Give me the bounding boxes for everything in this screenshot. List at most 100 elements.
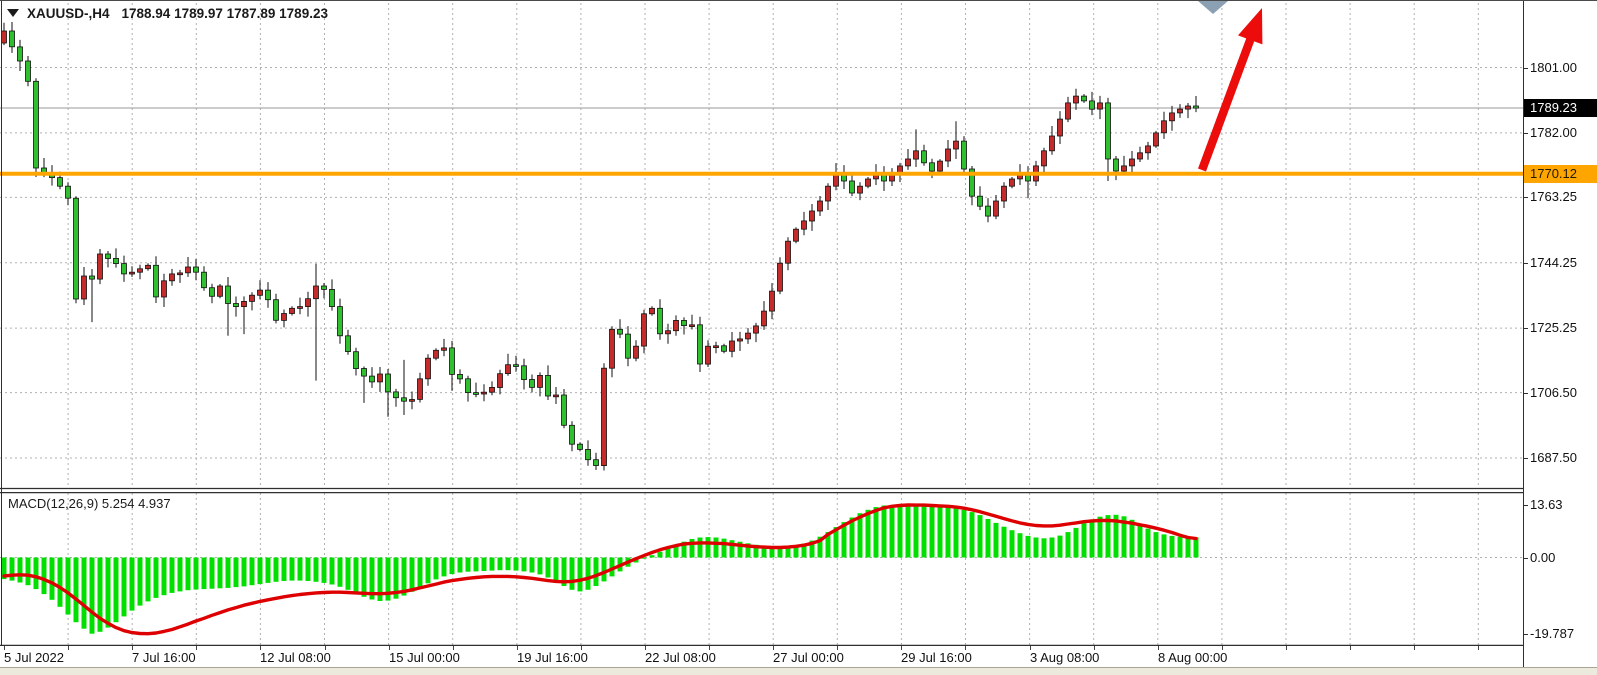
macd-histogram-bar <box>689 539 695 558</box>
macd-histogram-bar <box>1081 523 1087 558</box>
candle-body <box>345 335 351 352</box>
time-axis-tick <box>453 646 454 650</box>
candle-body <box>601 367 607 467</box>
price-tick-label: 1744.25 <box>1530 255 1577 270</box>
macd-histogram-bar <box>785 546 791 558</box>
candle-body <box>473 392 479 395</box>
macd-histogram-bar <box>161 557 167 596</box>
macd-histogram-bar <box>561 557 567 586</box>
time-axis-tick <box>773 646 774 650</box>
macd-histogram-bar <box>369 557 375 600</box>
candle-body <box>17 46 23 62</box>
time-axis-tick <box>1286 646 1287 650</box>
candle-body <box>1161 120 1167 134</box>
macd-histogram-bar <box>1121 516 1127 558</box>
candle-body <box>81 275 87 300</box>
macd-histogram-bar <box>137 557 143 606</box>
macd-histogram-bar <box>1097 516 1103 558</box>
candle-body <box>609 328 615 369</box>
macd-histogram-bar <box>105 557 111 628</box>
trend-arrow-head <box>1238 8 1263 45</box>
candle-body <box>249 294 255 302</box>
macd-max-label: 13.63 <box>1530 497 1563 512</box>
candle-body <box>945 148 951 162</box>
macd-histogram-bar <box>673 544 679 558</box>
time-axis-label: 5 Jul 2022 <box>4 650 64 665</box>
candle-body <box>625 333 631 359</box>
time-axis-tick <box>1350 646 1351 650</box>
candle-body <box>969 168 975 197</box>
candle-body <box>369 375 375 383</box>
price-tick-label: 1801.00 <box>1530 60 1577 75</box>
macd-indicator-label: MACD(12,26,9) 5.254 4.937 <box>8 496 171 511</box>
macd-histogram-bar <box>857 513 863 558</box>
macd-histogram-bar <box>1001 526 1007 558</box>
macd-histogram-bar <box>713 537 719 558</box>
candle-body <box>1105 102 1111 160</box>
candle-body <box>177 272 183 276</box>
candle-body <box>697 324 703 365</box>
time-axis-tick <box>132 646 133 650</box>
candle-body <box>769 290 775 312</box>
price-axis: 1789.23 1770.12 1801.00 1782.00 1763.25 174… <box>1523 1 1597 667</box>
macd-histogram-bar <box>25 557 31 586</box>
time-axis-label: 8 Aug 00:00 <box>1158 650 1228 665</box>
macd-histogram-bar <box>801 543 807 558</box>
macd-histogram-bar <box>841 522 847 558</box>
candle-body <box>497 373 503 388</box>
macd-histogram-bar <box>753 544 759 558</box>
time-axis-label: 29 Jul 16:00 <box>901 650 972 665</box>
candle-body <box>185 266 191 274</box>
time-axis-tick <box>325 646 326 650</box>
macd-histogram-bar <box>521 557 527 572</box>
candle-body <box>937 160 943 172</box>
macd-histogram-bar <box>385 557 391 601</box>
candle-body <box>745 332 751 340</box>
candle-body <box>337 306 343 337</box>
macd-histogram-bar <box>585 557 591 590</box>
macd-histogram-bar <box>905 505 911 558</box>
macd-histogram-bar <box>1137 524 1143 558</box>
candle-body <box>153 264 159 298</box>
time-axis-tick <box>901 646 902 650</box>
candle-body <box>1121 165 1127 172</box>
candle-body <box>777 262 783 292</box>
candle-body <box>1001 185 1007 202</box>
candle-body <box>313 285 319 300</box>
macd-histogram-bar <box>17 557 23 583</box>
macd-histogram-bar <box>961 509 967 558</box>
current-price-badge: 1789.23 <box>1524 99 1597 117</box>
macd-histogram-bar <box>393 557 399 599</box>
axis-tick <box>1524 393 1528 394</box>
candle-body <box>729 340 735 352</box>
macd-histogram-bar <box>73 557 79 623</box>
macd-histogram-bar <box>169 557 175 593</box>
macd-histogram-bar <box>273 557 279 582</box>
candle-body <box>1089 100 1095 110</box>
candle-body <box>737 338 743 342</box>
axis-tick <box>1524 197 1528 198</box>
candle-body <box>849 180 855 194</box>
candle-body <box>353 351 359 370</box>
macd-histogram-bar <box>953 508 959 558</box>
macd-histogram-bar <box>545 557 551 578</box>
candle-body <box>361 368 367 377</box>
macd-histogram-bar <box>721 538 727 558</box>
main-chart-canvas[interactable] <box>0 1 1523 493</box>
macd-histogram-bar <box>609 557 615 577</box>
candle-body <box>569 424 575 445</box>
macd-histogram-bar <box>809 540 815 558</box>
macd-histogram-bar <box>937 507 943 558</box>
macd-histogram-bar <box>305 557 311 581</box>
ohlc-quote-values: 1788.94 1789.97 1787.89 1789.23 <box>121 5 328 21</box>
symbol-dropdown-icon[interactable] <box>7 9 19 17</box>
candle-body <box>409 399 415 402</box>
candle-body <box>289 307 295 314</box>
macd-histogram-bar <box>1145 528 1151 558</box>
candle-body <box>553 394 559 398</box>
macd-panel-canvas[interactable] <box>0 492 1523 646</box>
macd-histogram-bar <box>593 557 599 586</box>
macd-histogram-bar <box>1161 534 1167 558</box>
candle-body <box>977 195 983 207</box>
time-axis-label: 15 Jul 00:00 <box>389 650 460 665</box>
